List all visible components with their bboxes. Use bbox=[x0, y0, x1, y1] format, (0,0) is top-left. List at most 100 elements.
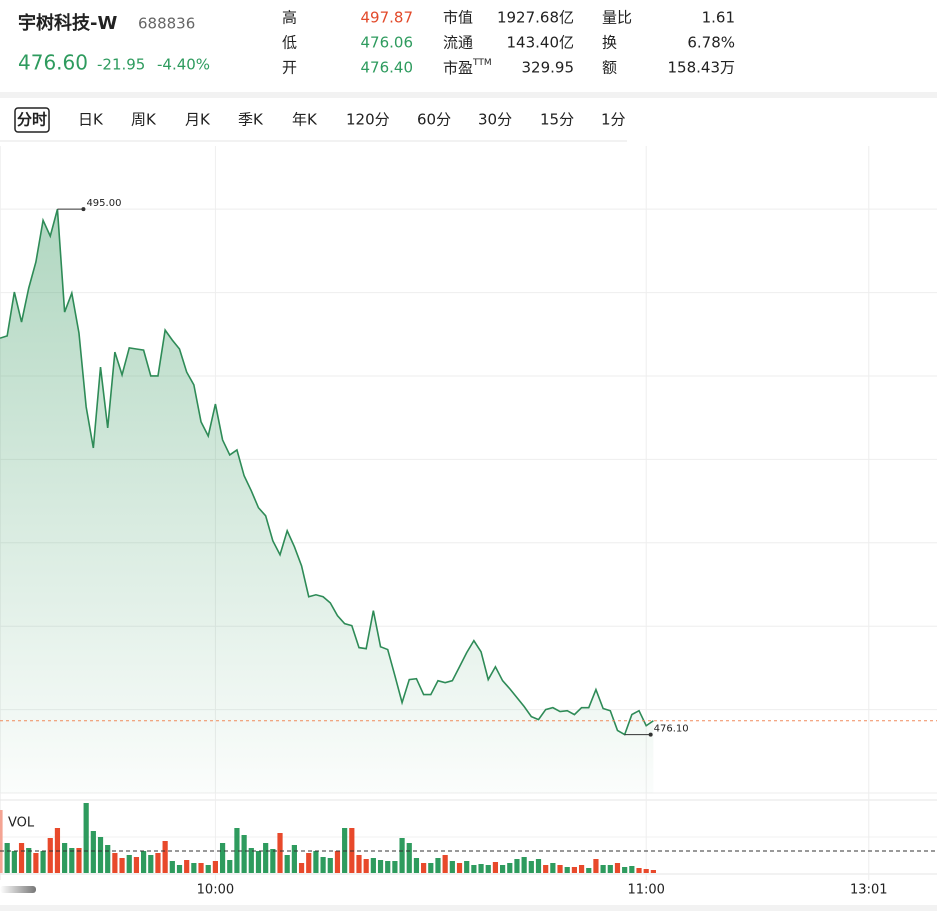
volume-bar bbox=[291, 845, 297, 873]
stat-value: 158.43万 bbox=[668, 59, 736, 77]
volume-bar bbox=[586, 868, 592, 873]
volume-bar bbox=[76, 848, 82, 873]
volume-bar bbox=[535, 859, 542, 873]
bottom-bar bbox=[0, 905, 937, 911]
x-tick-label: 10:00 bbox=[197, 883, 234, 898]
x-tick-label: 11:00 bbox=[627, 883, 664, 898]
volume-bar bbox=[169, 861, 175, 873]
volume-bar bbox=[629, 866, 635, 873]
stat-label: 低 bbox=[282, 34, 297, 52]
volume-bar bbox=[284, 855, 290, 873]
volume-bar bbox=[119, 858, 125, 873]
volume-bar bbox=[26, 848, 32, 873]
stat-label: 市值 bbox=[443, 9, 473, 27]
stat-value: 329.95 bbox=[522, 59, 575, 77]
volume-bar bbox=[356, 855, 362, 873]
volume-bar bbox=[141, 851, 147, 873]
volume-bar bbox=[385, 861, 391, 873]
stat-value: 476.40 bbox=[361, 59, 414, 77]
tab[interactable]: 分时 bbox=[17, 111, 47, 129]
tab[interactable]: 60分 bbox=[417, 111, 451, 129]
stat-value: 1927.68亿 bbox=[497, 9, 574, 27]
stock-code: 688836 bbox=[138, 15, 195, 33]
stat-value: 143.40亿 bbox=[507, 34, 575, 52]
volume-bar bbox=[521, 857, 527, 873]
volume-bar bbox=[18, 843, 25, 873]
volume-bar bbox=[571, 867, 577, 873]
volume-bar bbox=[62, 843, 68, 873]
volume-bar bbox=[97, 837, 104, 873]
volume-bar bbox=[0, 810, 3, 873]
volume-bar bbox=[320, 857, 326, 873]
annotation-label: 495.00 bbox=[86, 198, 121, 209]
volume-bar bbox=[306, 853, 312, 873]
volume-bar bbox=[212, 861, 218, 873]
volume-bar bbox=[155, 853, 161, 873]
volume-bar bbox=[112, 853, 118, 873]
volume-bar bbox=[607, 865, 613, 873]
volume-bar bbox=[241, 835, 247, 873]
volume-bar bbox=[392, 861, 398, 873]
volume-bar bbox=[543, 865, 549, 873]
volume-bar bbox=[184, 860, 190, 873]
volume-bar bbox=[47, 838, 53, 873]
volume-bar bbox=[162, 841, 168, 873]
volume-bar bbox=[435, 858, 441, 873]
volume-bar bbox=[514, 859, 520, 873]
stat-label: 高 bbox=[282, 9, 297, 27]
scroll-thumb[interactable] bbox=[0, 886, 36, 893]
tab[interactable]: 1分 bbox=[601, 111, 626, 129]
volume-bar bbox=[377, 860, 384, 873]
tab[interactable]: 年K bbox=[292, 111, 318, 129]
volume-bar bbox=[105, 845, 111, 873]
tab[interactable]: 15分 bbox=[540, 111, 574, 129]
volume-bar bbox=[255, 851, 262, 873]
volume-bar bbox=[485, 865, 491, 873]
volume-bar bbox=[399, 838, 405, 873]
volume-bar bbox=[500, 865, 506, 873]
volume-bar bbox=[219, 843, 226, 873]
annotation-dot bbox=[81, 207, 86, 212]
volume-bar bbox=[600, 865, 606, 873]
tab[interactable]: 月K bbox=[185, 111, 211, 129]
volume-bar bbox=[528, 861, 534, 873]
volume-bar bbox=[248, 848, 254, 873]
stat-label: 流通 bbox=[443, 34, 473, 52]
volume-bar bbox=[564, 867, 570, 873]
volume-bar bbox=[456, 863, 463, 873]
volume-bar bbox=[33, 853, 39, 873]
price-area bbox=[0, 209, 654, 793]
volume-bar bbox=[614, 863, 621, 873]
volume-bar bbox=[205, 865, 211, 873]
annotation-label: 476.10 bbox=[654, 724, 689, 735]
volume-bar bbox=[298, 863, 305, 873]
stock-name: 宇树科技-W bbox=[18, 12, 117, 34]
volume-bar bbox=[471, 865, 477, 873]
tab[interactable]: 季K bbox=[238, 111, 264, 129]
volume-bar bbox=[126, 855, 132, 873]
stat-value: 476.06 bbox=[361, 34, 414, 52]
x-tick-label: 13:01 bbox=[850, 883, 887, 898]
volume-bar bbox=[507, 863, 513, 873]
volume-bar bbox=[557, 865, 563, 873]
separator bbox=[0, 92, 937, 98]
tab[interactable]: 日K bbox=[78, 111, 104, 129]
tab[interactable]: 周K bbox=[131, 111, 157, 129]
tab[interactable]: 30分 bbox=[478, 111, 512, 129]
volume-bar bbox=[270, 849, 276, 873]
annotation-dot bbox=[648, 732, 653, 737]
volume-bar bbox=[40, 851, 46, 873]
volume-bar bbox=[492, 862, 499, 873]
tab[interactable]: 120分 bbox=[346, 111, 390, 129]
volume-bar bbox=[313, 851, 319, 873]
volume-bar bbox=[650, 870, 656, 873]
change-pct: -4.40% bbox=[157, 56, 210, 74]
stat-label: 额 bbox=[602, 59, 617, 77]
volume-bar bbox=[449, 861, 455, 873]
volume-bar bbox=[234, 828, 240, 873]
volume-bar bbox=[464, 861, 470, 873]
volume-bar bbox=[69, 848, 75, 873]
volume-bar bbox=[442, 855, 448, 873]
volume-bar bbox=[643, 869, 649, 873]
